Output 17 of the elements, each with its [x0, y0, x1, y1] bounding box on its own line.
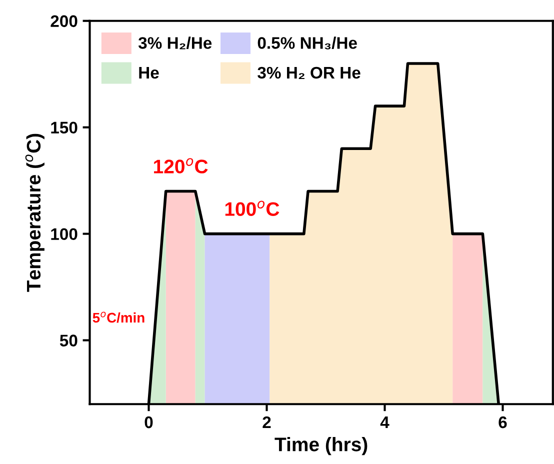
annotation: 120$^{o}$C	[154, 158, 208, 174]
legend-label: 3% H₂ OR He	[258, 66, 360, 79]
y-axis-title: Temperature ($^{o}$C)	[25, 134, 44, 292]
annotation: 5$^{o}$C/min	[92, 312, 144, 323]
x-tick-label: 6	[498, 416, 507, 428]
x-tick-label: 0	[144, 416, 153, 428]
y-tick-label: 200	[50, 15, 78, 28]
legend-label: 3% H₂/He	[138, 36, 212, 50]
legend-label: He	[139, 66, 159, 79]
y-tick-label: 50	[60, 334, 78, 346]
x-tick-label: 4	[380, 416, 390, 428]
annotation: 100$^{o}$C	[225, 200, 280, 216]
y-tick-label: 100	[51, 228, 78, 240]
x-axis-title: Time (hrs)	[274, 437, 368, 456]
legend-label: 0.5% NH₃/He	[258, 36, 357, 50]
y-tick-label: 150	[51, 122, 78, 134]
x-tick-label: 2	[262, 416, 271, 428]
